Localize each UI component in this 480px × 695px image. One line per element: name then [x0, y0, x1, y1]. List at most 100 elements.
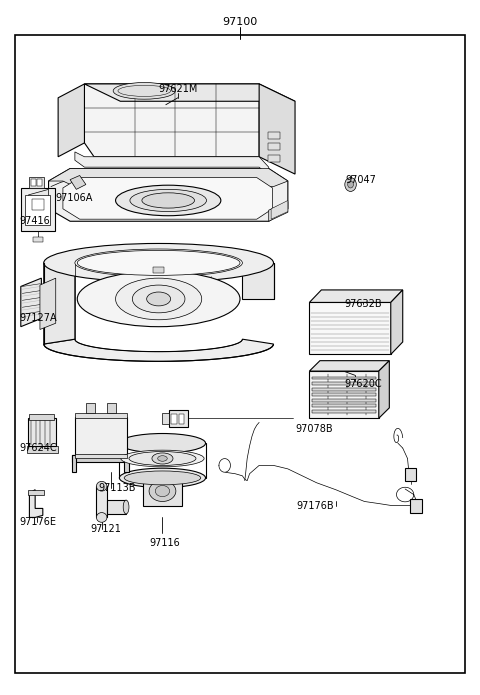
Text: 97116: 97116 [149, 538, 180, 548]
Polygon shape [84, 84, 259, 157]
Polygon shape [310, 290, 403, 302]
Ellipse shape [120, 434, 205, 453]
Text: 97416: 97416 [20, 216, 50, 227]
Bar [312, 393, 376, 396]
Bar [268, 143, 280, 150]
Bar [312, 377, 376, 379]
Bar [268, 155, 280, 162]
Polygon shape [28, 189, 48, 214]
Ellipse shape [345, 177, 356, 191]
Bar [405, 468, 416, 481]
Text: 97620C: 97620C [344, 379, 382, 389]
Ellipse shape [44, 243, 274, 282]
Bar [312, 404, 376, 407]
Polygon shape [48, 169, 288, 221]
Polygon shape [84, 84, 295, 101]
Bar [161, 413, 169, 424]
Polygon shape [310, 361, 389, 371]
Bar [28, 418, 56, 446]
Text: 97621M: 97621M [158, 84, 197, 94]
Text: 97176E: 97176E [20, 517, 57, 528]
Ellipse shape [116, 185, 221, 215]
Polygon shape [21, 278, 41, 327]
Ellipse shape [129, 452, 196, 466]
Ellipse shape [116, 278, 202, 320]
Polygon shape [48, 169, 288, 186]
Polygon shape [391, 290, 403, 354]
Bar [310, 371, 379, 418]
Text: 97106A: 97106A [56, 193, 93, 204]
Text: 97176B: 97176B [297, 500, 334, 511]
Polygon shape [29, 490, 43, 518]
Polygon shape [269, 202, 288, 221]
Ellipse shape [75, 249, 242, 277]
Bar [72, 455, 129, 462]
Bar [24, 195, 50, 225]
Bar [169, 410, 188, 427]
Bar [268, 133, 280, 140]
Bar [75, 454, 127, 459]
Bar [29, 414, 54, 420]
Ellipse shape [120, 468, 205, 488]
Bar [96, 486, 107, 518]
Polygon shape [40, 278, 56, 329]
Bar [86, 403, 95, 414]
Ellipse shape [132, 285, 185, 313]
Bar [410, 499, 422, 513]
Ellipse shape [149, 481, 176, 502]
Ellipse shape [130, 189, 206, 211]
Bar [37, 179, 42, 186]
Bar [310, 302, 391, 354]
Ellipse shape [113, 83, 175, 99]
Polygon shape [63, 177, 273, 219]
Text: 97047: 97047 [345, 174, 376, 185]
Bar [31, 179, 36, 186]
Bar [171, 414, 177, 424]
Bar [21, 188, 55, 231]
Polygon shape [379, 361, 389, 418]
Bar [107, 403, 116, 414]
Bar [312, 388, 376, 391]
Ellipse shape [147, 292, 170, 306]
Bar [29, 177, 44, 188]
Polygon shape [58, 84, 84, 157]
Ellipse shape [124, 471, 201, 485]
Text: 97624C: 97624C [20, 443, 58, 453]
Ellipse shape [121, 450, 204, 467]
Ellipse shape [123, 500, 129, 514]
Bar [72, 455, 76, 473]
Bar [153, 267, 164, 272]
Ellipse shape [142, 193, 194, 208]
Text: 97100: 97100 [222, 17, 258, 26]
Ellipse shape [96, 482, 107, 491]
Ellipse shape [152, 453, 173, 464]
Bar [312, 410, 376, 413]
Bar [107, 500, 126, 514]
Ellipse shape [77, 271, 240, 327]
Bar [75, 413, 127, 418]
Polygon shape [259, 84, 295, 174]
Ellipse shape [156, 486, 169, 497]
Text: 97078B: 97078B [295, 425, 333, 434]
Bar [33, 236, 43, 242]
Polygon shape [44, 339, 274, 361]
Polygon shape [44, 263, 75, 344]
Bar [28, 491, 44, 495]
Ellipse shape [348, 181, 353, 188]
Bar [75, 417, 127, 455]
Text: 97632B: 97632B [344, 300, 382, 309]
Polygon shape [75, 152, 269, 175]
Bar [32, 199, 44, 210]
Bar [124, 455, 129, 473]
Text: 97121: 97121 [91, 524, 121, 534]
Polygon shape [271, 200, 288, 219]
Polygon shape [70, 175, 86, 189]
Bar [144, 477, 181, 506]
Ellipse shape [157, 456, 167, 461]
Bar [179, 414, 184, 424]
Polygon shape [242, 263, 274, 299]
Ellipse shape [77, 250, 240, 275]
Ellipse shape [96, 513, 107, 522]
Bar [312, 382, 376, 385]
Bar [312, 399, 376, 402]
